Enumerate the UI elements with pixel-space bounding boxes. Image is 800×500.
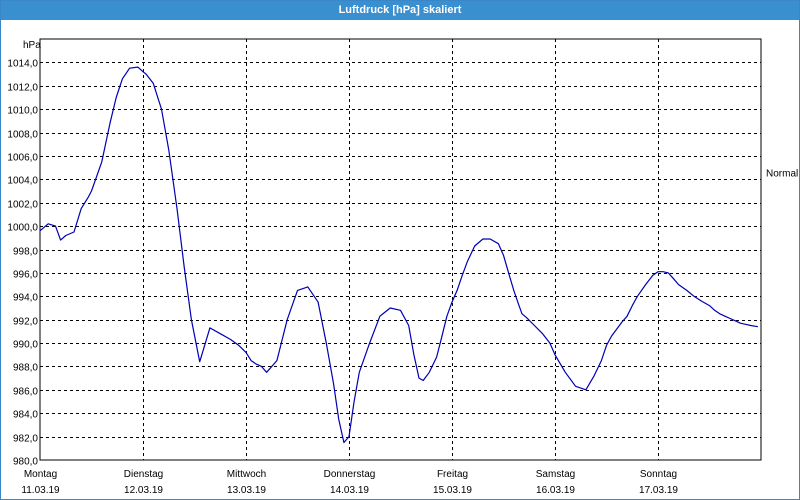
y-tick-label: 998,0 [13,247,38,258]
y-tick-label: 988,0 [13,363,38,374]
y-tick-label: 1002,0 [7,200,38,211]
x-tick-day: Freitag [437,469,468,480]
x-tick-day: Donnerstag [324,469,376,480]
y-tick-label: 1000,0 [7,223,38,234]
y-tick-label: 1006,0 [7,153,38,164]
x-tick-day: Dienstag [124,469,163,480]
y-tick-label: 1010,0 [7,106,38,117]
series-layer [39,66,758,444]
annotation-normal: Normal [766,168,798,179]
y-tick-label: 980,0 [13,457,38,468]
y-tick-label: 1012,0 [7,83,38,94]
y-tick-label: 1004,0 [7,176,38,187]
y-tick-label: 992,0 [13,317,38,328]
x-tick-date: 17.03.19 [639,485,678,496]
grid-layer [39,38,762,461]
x-tick-date: 12.03.19 [124,485,163,496]
x-tick-day: Montag [24,469,57,480]
x-tick-date: 15.03.19 [433,485,472,496]
x-tick-day: Sonntag [640,469,677,480]
y-axis: 980,0 982,0 984,0 986,0 988,0 990,0 992,0 994,0… [7,59,38,468]
x-tick-day: Mittwoch [227,469,266,480]
x-axis: Montag 11.03.19 Dienstag 12.03.19 Mittwoch 13… [21,469,678,496]
x-tick-date: 11.03.19 [21,485,60,496]
series-line-0 [39,66,758,444]
y-tick-label: 996,0 [13,270,38,281]
plot-frame [39,38,762,461]
x-tick-date: 13.03.19 [227,485,266,496]
y-tick-label: 1014,0 [7,59,38,70]
y-tick-label: 984,0 [13,410,38,421]
x-tick-date: 16.03.19 [536,485,575,496]
x-tick-day: Samstag [536,469,575,480]
y-tick-label: 986,0 [13,387,38,398]
y-tick-label: 990,0 [13,340,38,351]
y-axis-label: hPa [23,40,41,51]
y-tick-label: 982,0 [13,434,38,445]
y-tick-label: 1008,0 [7,130,38,141]
x-tick-date: 14.03.19 [330,485,369,496]
y-tick-label: 994,0 [13,293,38,304]
chart-title: Luftdruck [hPa] skaliert [1,1,799,20]
